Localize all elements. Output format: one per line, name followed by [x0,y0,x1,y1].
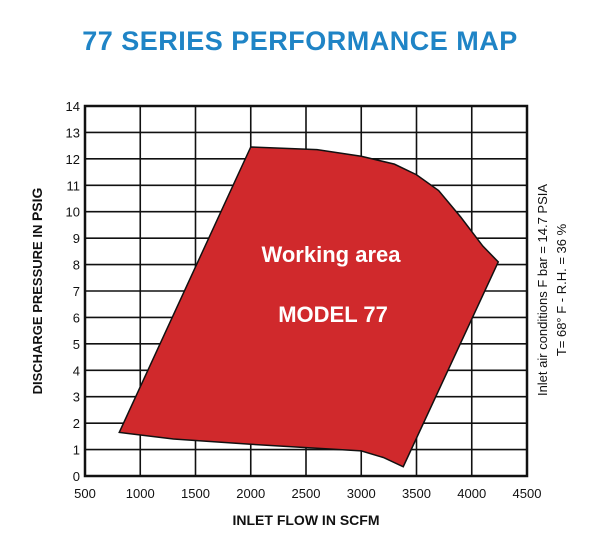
y-tick-label: 14 [66,99,80,114]
y-axis-title-text: DISCHARGE PRESSURE IN [30,221,45,394]
x-tick-label: 4500 [513,486,542,501]
chart-title: 77 SERIES PERFORMANCE MAP [82,26,518,56]
y-tick-label: 3 [73,390,80,405]
y-tick-label: 11 [67,178,81,193]
y-tick-label: 0 [73,469,80,484]
x-tick-label: 3500 [402,486,431,501]
working-area-region [118,146,500,468]
y-tick-label: 7 [73,284,80,299]
inlet-conditions-line-1: Inlet air conditions F bar = 14.7 PSIA [535,184,550,396]
y-axis-title-unit: PSIG [29,187,45,221]
y-tick-label: 5 [73,337,80,352]
region-label-working-area: Working area [262,242,402,267]
x-tick-label: 2000 [236,486,265,501]
y-tick-label: 13 [66,125,80,140]
y-tick-label: 2 [73,416,80,431]
y-tick-label: 4 [73,363,80,378]
y-tick-label: 6 [73,310,80,325]
inlet-conditions-line-2: T= 68° F - R.H. = 36 % [554,223,569,356]
x-tick-label: 1000 [126,486,155,501]
x-axis-title: INLET FLOW IN SCFM [233,512,380,528]
x-tick-label: 1500 [181,486,210,501]
y-tick-label: 8 [73,258,80,273]
x-tick-label: 4000 [457,486,486,501]
y-tick-label: 10 [66,205,80,220]
y-tick-label: 1 [73,443,80,458]
x-tick-label: 2500 [292,486,321,501]
x-tick-labels: 500 1000 1500 2000 2500 3000 3500 4000 4500 [74,486,541,501]
plot-frame [83,104,529,478]
region-label-model: MODEL 77 [278,302,388,327]
x-tick-label: 500 [74,486,96,501]
y-tick-label: 12 [66,152,80,167]
x-tick-label: 3000 [347,486,376,501]
y-axis-title: DISCHARGE PRESSURE IN PSIG [29,187,45,394]
y-tick-label: 9 [73,231,80,246]
